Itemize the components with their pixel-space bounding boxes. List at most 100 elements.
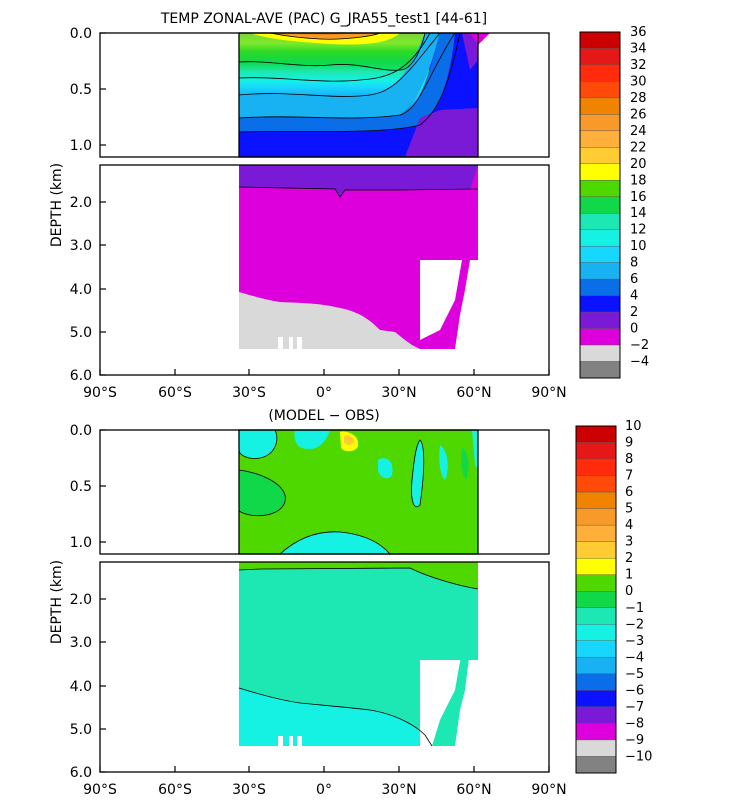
colorbar-swatch <box>575 756 617 774</box>
top-y-axis: 0.0 0.5 1.0 2.0 3.0 4.0 5.0 6.0 <box>70 26 106 384</box>
y-tick-label: 6.0 <box>70 368 92 384</box>
bottom-y-axis: 0.0 0.5 1.0 2.0 3.0 4.0 5.0 6.0 <box>70 423 106 781</box>
colorbar-swatch <box>579 163 621 181</box>
y-tick-label: 0.5 <box>70 82 92 98</box>
top-upper-panel-fill <box>239 33 490 157</box>
x-tick-label: 0° <box>316 385 332 401</box>
colorbar-swatch <box>575 458 617 476</box>
colorbar-label: 26 <box>630 107 647 122</box>
colorbar-swatch <box>579 81 621 99</box>
colorbar-label: 16 <box>630 190 647 205</box>
y-tick-label: 4.0 <box>70 282 92 298</box>
x-tick-label: 90°S <box>83 385 117 401</box>
colorbar-label: 4 <box>625 518 633 533</box>
y-tick-label: 0.0 <box>70 26 92 42</box>
colorbar-swatch <box>579 344 621 362</box>
bottom-colorbar: 10 98 76 54 32 10 −1−2 −3−4 −5−6 −7−8 −9−10 <box>575 419 652 774</box>
colorbar-swatch <box>579 196 621 214</box>
y-tick-label: 1.0 <box>70 138 92 154</box>
colorbar-swatch <box>575 508 617 526</box>
colorbar-label: −7 <box>625 700 644 715</box>
bottom-upper-panel-fill <box>239 430 478 554</box>
x-tick-label: 30°S <box>232 385 266 401</box>
colorbar-label: 2 <box>630 305 638 320</box>
colorbar-label: 10 <box>630 239 647 254</box>
colorbar-swatch <box>579 97 621 115</box>
x-tick-label: 90°N <box>531 385 566 401</box>
colorbar-swatch <box>579 245 621 263</box>
colorbar-label: 20 <box>630 157 647 172</box>
y-tick-label: 0.0 <box>70 423 92 439</box>
colorbar-label: −2 <box>630 338 649 353</box>
y-tick-label: 0.5 <box>70 479 92 495</box>
colorbar-swatch <box>575 640 617 658</box>
colorbar-label: 30 <box>630 74 647 89</box>
colorbar-swatch <box>579 130 621 148</box>
bottom-lower-contours <box>238 567 479 747</box>
top-lower-panel-fill <box>239 165 480 349</box>
colorbar-label: 36 <box>630 25 647 40</box>
colorbar-label: −2 <box>625 617 644 632</box>
colorbar-swatch <box>579 48 621 66</box>
colorbar-frame <box>579 31 621 379</box>
colorbar-swatch <box>579 213 621 230</box>
colorbar-label: 8 <box>630 256 638 271</box>
colorbar-label: 5 <box>625 502 633 517</box>
colorbar-swatch <box>575 475 617 493</box>
colorbar-swatch <box>575 607 617 625</box>
colorbar-swatch <box>575 723 617 741</box>
colorbar-label: 1 <box>625 568 633 583</box>
colorbar-label: 10 <box>625 419 642 434</box>
colorbar-swatch <box>579 114 621 132</box>
top-chart-title: TEMP ZONAL-AVE (PAC) G_JRA55_test1 [44-6… <box>160 11 487 27</box>
bottom-upper-panel-frame <box>99 429 550 555</box>
colorbar-label: 9 <box>625 436 633 451</box>
y-tick-label: 2.0 <box>70 195 92 211</box>
y-tick-label: 6.0 <box>70 765 92 781</box>
x-tick-label: 60°S <box>158 782 192 798</box>
colorbar-swatch <box>579 147 621 165</box>
colorbar-label: 7 <box>625 469 633 484</box>
colorbar-swatch <box>579 278 621 296</box>
colorbar-label: 6 <box>625 485 633 500</box>
y-tick-label: 3.0 <box>70 238 92 254</box>
colorbar-label: −8 <box>625 716 644 731</box>
colorbar-label: 14 <box>630 206 647 221</box>
colorbar-label: 4 <box>630 289 638 304</box>
top-x-axis: 90°S 60°S 30°S 0° 30°N 60°N 90°N <box>83 369 567 401</box>
colorbar-label: 0 <box>630 322 638 337</box>
colorbar-label: −4 <box>630 355 649 370</box>
y-tick-label: 2.0 <box>70 592 92 608</box>
colorbar-swatch <box>575 690 617 708</box>
x-tick-label: 30°N <box>381 782 416 798</box>
colorbar-label: −10 <box>625 749 652 764</box>
colorbar-label: −1 <box>625 601 644 616</box>
x-tick-label: 60°S <box>158 385 192 401</box>
colorbar-label: 28 <box>630 91 647 106</box>
colorbar-swatch <box>575 442 617 460</box>
colorbar-frame <box>575 425 617 774</box>
colorbar-label: −3 <box>625 634 644 649</box>
x-tick-label: 0° <box>316 782 332 798</box>
colorbar-swatch <box>579 229 621 247</box>
colorbar-swatch <box>575 557 617 575</box>
colorbar-swatch <box>579 180 621 197</box>
colorbar-swatch <box>579 328 621 346</box>
colorbar-label: 0 <box>625 584 633 599</box>
bottom-lower-panel-fill <box>239 562 480 746</box>
x-tick-label: 30°S <box>232 782 266 798</box>
x-tick-label: 60°N <box>456 385 491 401</box>
colorbar-swatch <box>575 524 617 542</box>
x-tick-label: 60°N <box>456 782 491 798</box>
colorbar-swatch <box>575 657 617 675</box>
colorbar-label: 3 <box>625 535 633 550</box>
colorbar-label: −9 <box>625 733 644 748</box>
colorbar-label: 34 <box>630 41 647 56</box>
colorbar-label: 22 <box>630 140 647 155</box>
colorbar-label: 32 <box>630 58 647 73</box>
colorbar-swatch <box>575 541 617 559</box>
x-tick-label: 30°N <box>381 385 416 401</box>
colorbar-swatch <box>579 262 621 280</box>
y-tick-label: 3.0 <box>70 635 92 651</box>
